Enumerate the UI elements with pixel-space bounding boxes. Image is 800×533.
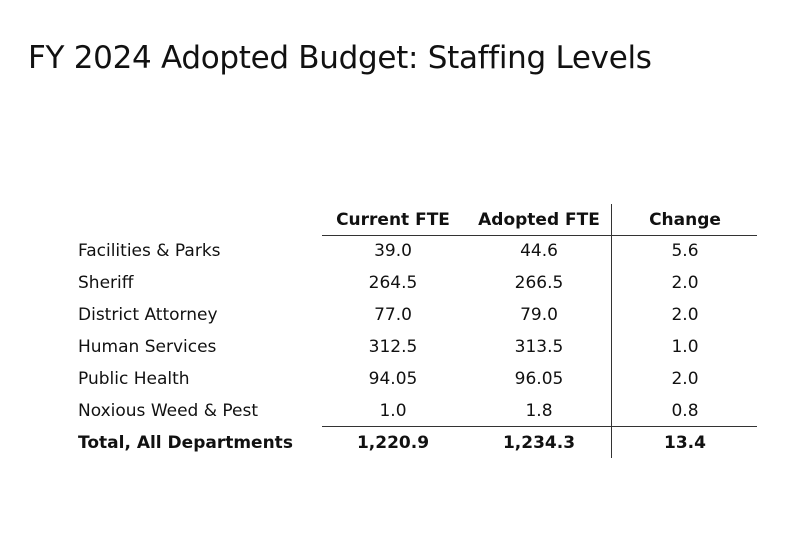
column-header: Adopted FTE <box>478 210 600 230</box>
slide-title: FY 2024 Adopted Budget: Staffing Levels <box>28 40 652 76</box>
row-label: District Attorney <box>78 305 218 325</box>
row-label: Sheriff <box>78 273 134 293</box>
cell-value: 266.5 <box>514 273 564 293</box>
cell-value: 2.0 <box>671 273 699 293</box>
cell-value: 0.8 <box>671 401 699 421</box>
column-header: Change <box>649 210 721 230</box>
cell-value: 264.5 <box>368 273 418 293</box>
row-label: Human Services <box>78 337 217 357</box>
cell-value: 1,220.9 <box>356 433 430 453</box>
cell-value: 2.0 <box>671 369 699 389</box>
column-divider <box>611 204 612 458</box>
cell-value: 312.5 <box>368 337 418 357</box>
cell-value: 1.0 <box>379 401 407 421</box>
cell-value: 13.4 <box>664 433 706 453</box>
cell-value: 44.6 <box>520 241 558 261</box>
row-label: Noxious Weed & Pest <box>78 401 259 421</box>
cell-value: 313.5 <box>514 337 564 357</box>
row-label: Facilities & Parks <box>78 241 221 261</box>
cell-value: 96.05 <box>514 369 564 389</box>
row-label: Public Health <box>78 369 190 389</box>
header-rule <box>322 235 757 236</box>
column-header: Current FTE <box>336 210 450 230</box>
cell-value: 39.0 <box>374 241 412 261</box>
cell-value: 79.0 <box>520 305 558 325</box>
cell-value: 2.0 <box>671 305 699 325</box>
cell-value: 94.05 <box>368 369 418 389</box>
cell-value: 1.8 <box>525 401 553 421</box>
cell-value: 77.0 <box>374 305 412 325</box>
cell-value: 5.6 <box>671 241 699 261</box>
row-label: Total, All Departments <box>78 433 293 453</box>
total-rule <box>322 426 757 427</box>
cell-value: 1.0 <box>671 337 699 357</box>
cell-value: 1,234.3 <box>502 433 576 453</box>
